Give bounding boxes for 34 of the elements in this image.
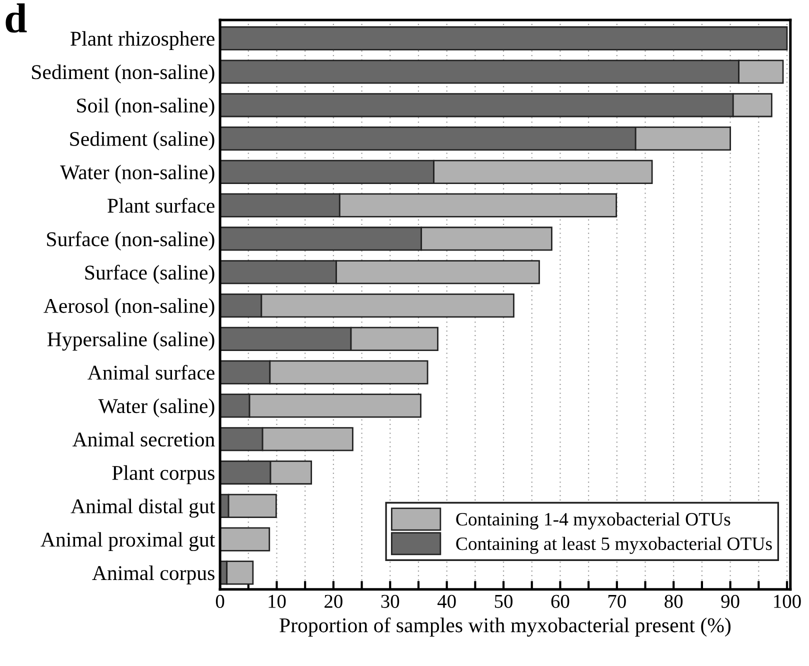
x-tick-label: 20 xyxy=(324,594,342,608)
y-tick-label: Animal corpus xyxy=(92,565,214,584)
y-tick-label: Animal surface xyxy=(88,364,214,380)
y-tick-label: Sediment (saline) xyxy=(70,131,214,150)
x-tick-label: 30 xyxy=(381,594,400,608)
x-tick-label: 0 xyxy=(216,594,224,608)
y-tick-label: Aerosol (non-saline) xyxy=(44,298,214,318)
y-tick-label: Soil (non-saline) xyxy=(77,98,214,117)
y-tick-label: Plant surface xyxy=(108,198,214,213)
y-tick-label: Surface (non-saline) xyxy=(47,231,214,251)
x-tick-label: 50 xyxy=(494,594,512,608)
y-tick-label: Water (saline) xyxy=(98,398,214,418)
chart-title: d xyxy=(6,3,27,33)
y-tick-label: Animal distal gut xyxy=(70,498,216,518)
x-tick-label: 100 xyxy=(774,594,801,608)
x-tick-label: 90 xyxy=(721,594,740,608)
y-tick-label: Hypersaline (saline) xyxy=(47,332,214,351)
x-tick-label: 80 xyxy=(664,594,683,608)
bar xyxy=(220,527,270,552)
y-tick-label: Plant rhizosphere xyxy=(70,31,214,50)
x-tick-label: 70 xyxy=(608,594,626,608)
x-axis-title: Proportion of samples with myxobacterial present (%) xyxy=(280,617,731,637)
legend-label: Containing 1-4 myxobacterial OTUs xyxy=(456,512,730,530)
x-tick-label: 40 xyxy=(437,594,456,608)
y-tick-label: Animal secretion xyxy=(72,432,215,447)
x-tick-label: 60 xyxy=(551,594,570,608)
y-tick-label: Plant corpus xyxy=(112,465,214,484)
y-tick-label: Sediment (non-saline) xyxy=(32,64,214,84)
y-tick-label: Water (non-saline) xyxy=(60,164,214,184)
legend-label: Containing at least 5 myxobacterial OTUs xyxy=(456,536,772,554)
y-tick-label: Surface (saline) xyxy=(85,264,214,284)
y-tick-label: Animal proximal gut xyxy=(40,532,216,552)
x-tick-label: 10 xyxy=(268,594,286,608)
bar xyxy=(220,26,788,50)
